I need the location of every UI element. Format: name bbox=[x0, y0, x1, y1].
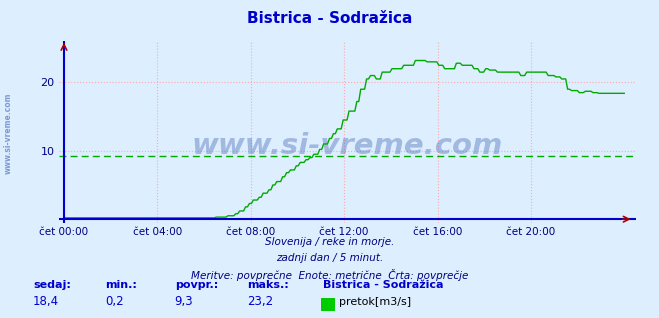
Text: Slovenija / reke in morje.: Slovenija / reke in morje. bbox=[265, 237, 394, 247]
Text: min.:: min.: bbox=[105, 280, 137, 290]
Text: pretok[m3/s]: pretok[m3/s] bbox=[339, 297, 411, 307]
Text: 18,4: 18,4 bbox=[33, 295, 59, 308]
Text: www.si-vreme.com: www.si-vreme.com bbox=[3, 93, 13, 174]
Text: www.si-vreme.com: www.si-vreme.com bbox=[192, 133, 503, 161]
Text: 9,3: 9,3 bbox=[175, 295, 193, 308]
Text: Bistrica - Sodražica: Bistrica - Sodražica bbox=[323, 280, 444, 290]
Text: zadnji dan / 5 minut.: zadnji dan / 5 minut. bbox=[276, 253, 383, 263]
Text: povpr.:: povpr.: bbox=[175, 280, 218, 290]
Text: 23,2: 23,2 bbox=[247, 295, 273, 308]
Text: sedaj:: sedaj: bbox=[33, 280, 71, 290]
Text: Meritve: povprečne  Enote: metrične  Črta: povprečje: Meritve: povprečne Enote: metrične Črta:… bbox=[191, 269, 468, 281]
Text: 0,2: 0,2 bbox=[105, 295, 124, 308]
Text: maks.:: maks.: bbox=[247, 280, 289, 290]
Text: Bistrica - Sodražica: Bistrica - Sodražica bbox=[247, 11, 412, 26]
